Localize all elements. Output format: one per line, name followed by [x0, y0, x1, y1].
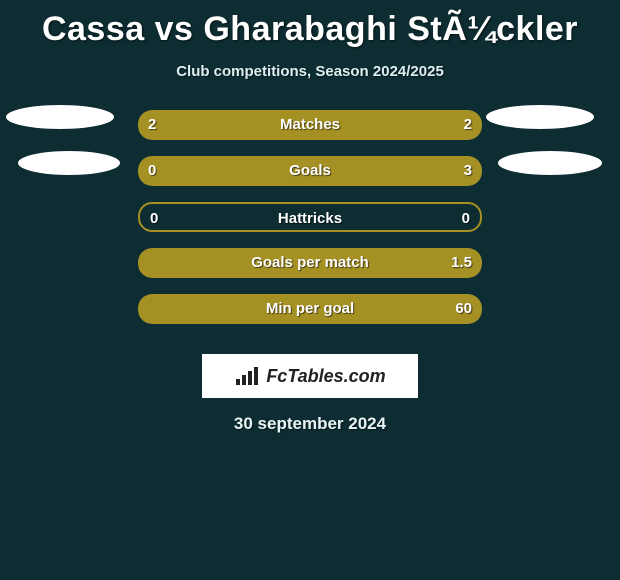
stat-value-right: 2	[464, 110, 472, 140]
stat-row: Min per goal60	[0, 286, 620, 332]
stat-bar: 0Goals3	[138, 156, 482, 186]
stat-label: Min per goal	[138, 294, 482, 324]
subtitle: Club competitions, Season 2024/2025	[0, 63, 620, 80]
stat-bar: 2Matches2	[138, 110, 482, 140]
stat-value-right: 60	[455, 294, 472, 324]
stat-label: Goals	[138, 156, 482, 186]
stat-row: 0Hattricks0	[0, 194, 620, 240]
stat-row: 2Matches2	[0, 102, 620, 148]
stat-value-right: 1.5	[451, 248, 472, 278]
page-title: Cassa vs Gharabaghi StÃ¼ckler	[0, 10, 620, 49]
player-left-marker	[18, 151, 120, 175]
chart-bars-icon	[234, 365, 260, 387]
stat-row: Goals per match1.5	[0, 240, 620, 286]
stats-chart: 2Matches20Goals30Hattricks0Goals per mat…	[0, 102, 620, 332]
brand-box: FcTables.com	[202, 354, 418, 398]
stat-bar: Goals per match1.5	[138, 248, 482, 278]
stat-bar: 0Hattricks0	[138, 202, 482, 232]
stat-row: 0Goals3	[0, 148, 620, 194]
stat-value-right: 3	[464, 156, 472, 186]
stat-label: Hattricks	[140, 204, 480, 230]
player-right-marker	[486, 105, 594, 129]
stat-bar: Min per goal60	[138, 294, 482, 324]
player-left-marker	[6, 105, 114, 129]
brand-text: FcTables.com	[266, 366, 385, 387]
player-right-marker	[498, 151, 602, 175]
date-text: 30 september 2024	[0, 414, 620, 434]
stat-value-right: 0	[462, 204, 470, 230]
stat-label: Goals per match	[138, 248, 482, 278]
stat-label: Matches	[138, 110, 482, 140]
